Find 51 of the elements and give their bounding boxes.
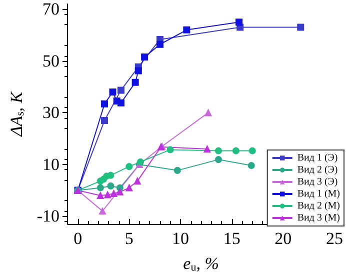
point	[156, 40, 164, 48]
point	[204, 109, 212, 116]
point	[136, 158, 144, 166]
point	[174, 166, 181, 174]
y-tick-label: 10	[42, 154, 60, 174]
point	[214, 156, 222, 164]
y-tick-label: 30	[42, 103, 60, 122]
point	[134, 67, 142, 74]
point	[107, 182, 114, 190]
point	[117, 86, 124, 94]
point	[107, 172, 114, 179]
point	[214, 147, 222, 154]
point	[204, 145, 211, 152]
x-tick-label: 20	[274, 229, 292, 248]
legend-label: Вид 1 (М)	[297, 188, 340, 200]
point	[98, 208, 106, 215]
point	[248, 162, 255, 170]
point	[109, 88, 116, 96]
point	[96, 192, 104, 200]
legend-label: Вид 2 (М)	[297, 200, 340, 212]
point	[126, 184, 133, 192]
legend-label: Вид 1 (Э)	[297, 152, 338, 164]
point	[232, 147, 240, 154]
y-tick-label: -10	[36, 206, 60, 226]
point	[116, 188, 124, 196]
point	[236, 18, 243, 26]
y-tick-label: 50	[42, 51, 60, 70]
x-tick-label: 5	[124, 229, 134, 248]
x-tick-label: 25	[326, 229, 343, 248]
point	[132, 78, 139, 86]
point	[126, 163, 133, 170]
x-tick-label: 10	[172, 229, 189, 248]
point	[166, 146, 174, 154]
point	[96, 184, 104, 192]
point	[248, 147, 256, 154]
point	[101, 100, 108, 108]
y-tick-label: 70	[42, 0, 60, 19]
legend-label: Вид 3 (М)	[297, 212, 340, 224]
x-tick-label: 15	[223, 229, 240, 248]
point	[110, 190, 118, 197]
point	[183, 26, 190, 34]
x-tick-label: 0	[74, 229, 82, 248]
point	[297, 24, 304, 31]
point	[141, 54, 148, 61]
y-axis-title: ΔAs, K	[7, 90, 26, 138]
point	[101, 116, 108, 124]
point	[104, 191, 112, 198]
point	[134, 178, 141, 185]
point	[117, 99, 124, 106]
legend-label: Вид 2 (Э)	[297, 164, 338, 176]
legend-label: Вид 3 (Э)	[297, 176, 338, 188]
